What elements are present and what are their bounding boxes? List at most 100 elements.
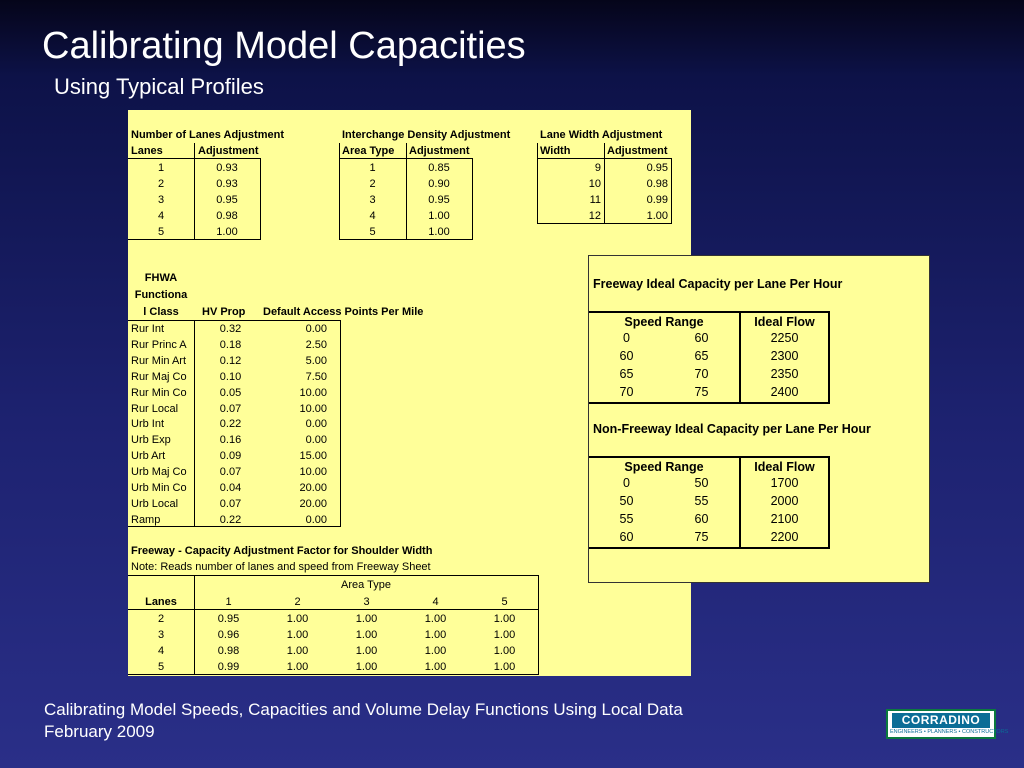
shoulder-lanes-value: 2 xyxy=(157,613,165,625)
width-value: 12 xyxy=(588,210,601,222)
area-type-col-header: Area Type xyxy=(342,145,395,157)
hv-prop-value: 0.16 xyxy=(219,434,242,447)
lanes-adjustment-title: Number of Lanes Adjustment xyxy=(131,129,284,141)
nonfreeway-speed-to: 60 xyxy=(694,512,709,526)
nonfreeway-speed-to: 75 xyxy=(694,530,709,544)
area-type-value: 3 xyxy=(369,194,376,206)
hv-prop-value: 0.07 xyxy=(219,497,242,510)
width-value: 10 xyxy=(588,178,601,190)
width-adjustment-col-header: Adjustment xyxy=(607,145,668,157)
lanes-adjustment-value: 0.95 xyxy=(216,194,238,206)
area-type-header: Area Type xyxy=(341,579,391,591)
shoulder-factor-value: 1.00 xyxy=(286,613,309,625)
lanes-adjustment-value: 0.93 xyxy=(216,178,238,190)
freeway-capacity-title: Freeway Ideal Capacity per Lane Per Hour xyxy=(593,277,843,291)
fclass-name: Urb Maj Co xyxy=(131,466,187,479)
hv-prop-col-header: HV Prop xyxy=(202,306,246,318)
corradino-logo: CORRADINO ENGINEERS • PLANNERS • CONSTRU… xyxy=(886,709,1008,739)
lanes-value: 3 xyxy=(157,194,165,206)
lanes-col-header: Lanes xyxy=(131,145,163,157)
hv-prop-value: 0.22 xyxy=(219,418,242,431)
shoulder-factor-value: 1.00 xyxy=(355,645,378,657)
nonfreeway-speed-to: 55 xyxy=(694,494,709,508)
area-type-col: 3 xyxy=(363,596,370,608)
shoulder-factor-value: 0.99 xyxy=(217,661,240,673)
freeway-speed-to: 70 xyxy=(694,367,709,381)
width-adjustment-value: 0.95 xyxy=(646,162,668,174)
access-points-value: 7.50 xyxy=(305,370,327,383)
nonfreeway-capacity-title: Non-Freeway Ideal Capacity per Lane Per … xyxy=(593,422,871,436)
fclass-header-line1: FHWA xyxy=(144,272,178,284)
shoulder-lanes-header: Lanes xyxy=(145,596,177,608)
footer-title: Calibrating Model Speeds, Capacities and… xyxy=(44,700,683,719)
access-points-value: 10.00 xyxy=(299,466,327,479)
fclass-name: Urb Int xyxy=(131,418,165,431)
nonfreeway-ideal-flow: 1700 xyxy=(770,476,799,490)
fclass-name: Rur Local xyxy=(131,402,179,415)
shoulder-table-note: Note: Reads number of lanes and speed fr… xyxy=(131,561,431,573)
shoulder-factor-value: 1.00 xyxy=(355,661,378,673)
hv-prop-value: 0.18 xyxy=(219,338,242,351)
fclass-name: Rur Maj Co xyxy=(131,370,187,383)
freeway-speed-from: 0 xyxy=(623,331,630,345)
area-type-col: 5 xyxy=(501,596,508,608)
area-type-value: 4 xyxy=(369,210,376,222)
area-type-value: 2 xyxy=(369,178,376,190)
density-adjustment-title: Interchange Density Adjustment xyxy=(342,129,511,141)
lanes-adjustment-value: 0.98 xyxy=(216,210,238,222)
access-points-value: 0.00 xyxy=(305,323,327,335)
lanes-value: 2 xyxy=(157,178,165,190)
nonfreeway-speed-from: 60 xyxy=(619,530,634,544)
freeway-speed-range-header: Speed Range xyxy=(624,315,704,329)
freeway-speed-from: 65 xyxy=(619,367,634,381)
shoulder-factor-value: 0.96 xyxy=(217,629,240,641)
width-value: 9 xyxy=(594,162,601,174)
area-type-value: 5 xyxy=(369,226,376,238)
density-adjustment-value: 0.90 xyxy=(428,178,450,190)
nonfreeway-speed-from: 0 xyxy=(623,476,630,490)
hv-prop-value: 0.10 xyxy=(219,370,242,383)
shoulder-factor-value: 1.00 xyxy=(493,661,516,673)
hv-prop-value: 0.22 xyxy=(219,513,242,526)
shoulder-factor-value: 1.00 xyxy=(424,645,447,657)
width-value: 11 xyxy=(589,194,601,206)
fclass-name: Rur Int xyxy=(131,323,165,335)
lanes-adjustment-value: 0.93 xyxy=(216,162,238,174)
freeway-speed-to: 60 xyxy=(694,331,709,345)
slide-title: Calibrating Model Capacities xyxy=(42,25,526,67)
lanes-value: 1 xyxy=(157,162,165,174)
shoulder-factor-value: 1.00 xyxy=(286,661,309,673)
width-adjustment-value: 1.00 xyxy=(646,210,668,222)
access-points-value: 5.00 xyxy=(305,354,327,367)
ideal-capacity-panel: Freeway Ideal Capacity per Lane Per Hour… xyxy=(588,255,930,583)
freeway-ideal-flow: 2250 xyxy=(770,331,799,345)
nonfreeway-speed-to: 50 xyxy=(694,476,709,490)
shoulder-table-title: Freeway - Capacity Adjustment Factor for… xyxy=(131,545,433,557)
nonfreeway-speed-range-header: Speed Range xyxy=(624,460,704,474)
shoulder-factor-value: 1.00 xyxy=(355,629,378,641)
density-adjustment-value: 0.95 xyxy=(428,194,450,206)
density-adjustment-col-header: Adjustment xyxy=(409,145,470,157)
freeway-speed-from: 60 xyxy=(619,349,634,363)
shoulder-factor-value: 1.00 xyxy=(493,613,516,625)
fclass-name: Urb Art xyxy=(131,450,166,463)
hv-prop-value: 0.09 xyxy=(219,450,242,463)
fclass-name: Rur Min Co xyxy=(131,386,187,399)
width-adjustment-value: 0.98 xyxy=(646,178,668,190)
freeway-speed-to: 65 xyxy=(694,349,709,363)
hv-prop-value: 0.07 xyxy=(219,402,242,415)
logo-wordmark: CORRADINO xyxy=(892,713,990,728)
freeway-capacity-table xyxy=(589,311,830,404)
access-points-value: 20.00 xyxy=(299,482,327,494)
lanes-adjustment-value: 1.00 xyxy=(216,226,238,238)
slide-subtitle: Using Typical Profiles xyxy=(54,74,264,99)
nonfreeway-ideal-flow: 2200 xyxy=(770,530,799,544)
access-points-value: 15.00 xyxy=(299,450,327,463)
width-col-header: Width xyxy=(540,145,571,157)
access-points-value: 0.00 xyxy=(305,418,327,431)
fclass-name: Rur Min Art xyxy=(131,354,187,367)
nonfreeway-ideal-flow-header: Ideal Flow xyxy=(754,460,815,474)
access-points-value: 0.00 xyxy=(305,434,327,447)
shoulder-factor-value: 1.00 xyxy=(424,613,447,625)
nonfreeway-speed-from: 55 xyxy=(619,512,634,526)
